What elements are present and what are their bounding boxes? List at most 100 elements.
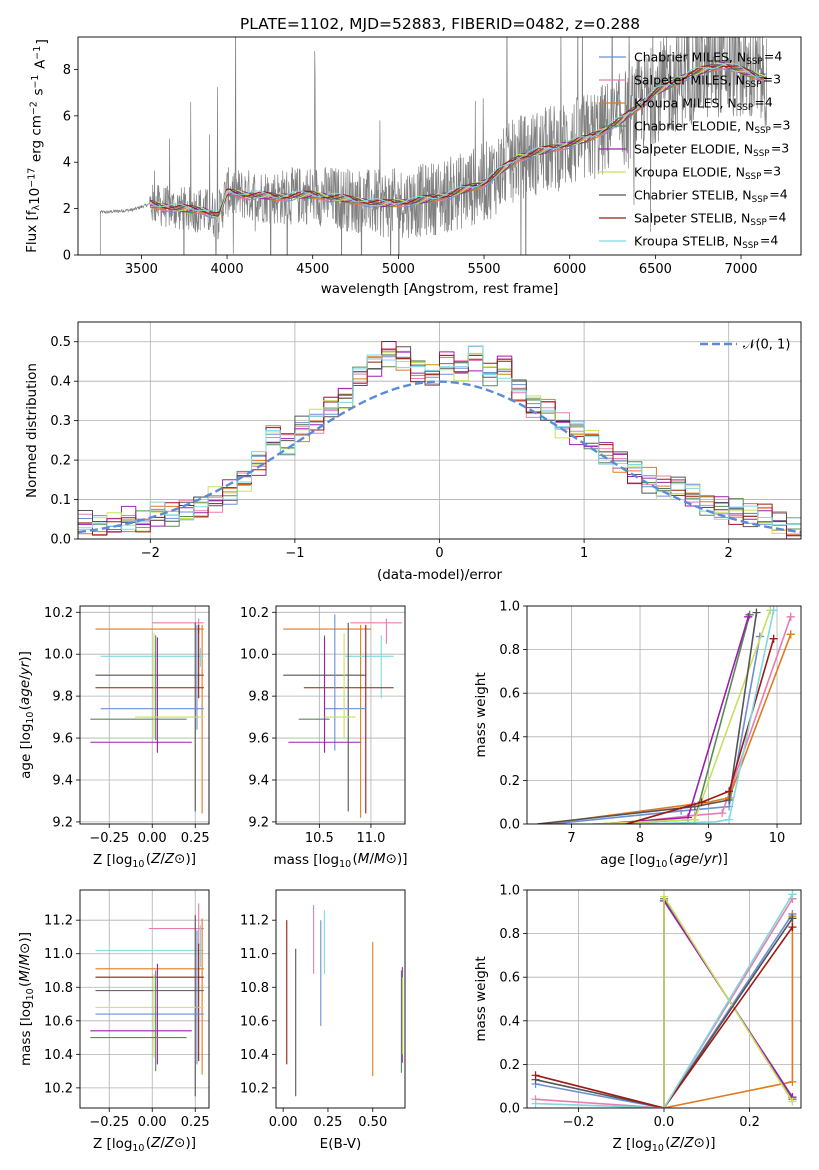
plus-marker [788, 1077, 797, 1086]
panel-age_vs_Z: −0.25 0.00 0.25 9.2 9.4 9.6 9.8 10.0 10.2 Z [log1… [17, 605, 210, 870]
histogram-series [78, 345, 801, 530]
panel-mass_vs_Z: −0.25 0.00 0.25 10.2 10.4 10.6 10.8 11.0 11.2 Z [… [17, 889, 210, 1154]
x-tick-label: 0.25 [313, 1115, 342, 1130]
axes-frame [79, 605, 210, 825]
plus-marker [769, 606, 778, 615]
y-tick-label: 10.4 [240, 1048, 269, 1063]
y-axis-label: mass [log10 (M/M⊙)] [17, 932, 36, 1066]
plus-marker [531, 1071, 540, 1080]
y-tick-label: 0.4 [499, 1014, 520, 1029]
legend-label: Salpeter ELODIE, NSSP =3 [634, 140, 789, 159]
plot-area-residuals [78, 322, 801, 539]
y-tick-label: 10.6 [44, 1014, 73, 1029]
y-tick-label: 0.2 [499, 1058, 520, 1073]
plus-marker [745, 610, 754, 619]
observed-spectrum [99, 37, 768, 255]
y-tick-label: 6 [63, 109, 71, 124]
x-tick-label: −1 [285, 546, 304, 561]
y-tick-label: 0.0 [499, 818, 520, 833]
plot-area-age_vs_mass [276, 606, 405, 824]
y-axis-label: Normed distribution [24, 363, 40, 498]
x-tick-label: 0.00 [269, 1115, 298, 1130]
y-tick-label: 1.0 [499, 884, 520, 899]
plot-area-mass_vs_Z [80, 890, 209, 1108]
x-tick-label: 5500 [467, 262, 500, 277]
x-tick-label: 6500 [639, 262, 672, 277]
plot-area-massweight_vs_Z [527, 890, 801, 1108]
weight-line [605, 614, 751, 824]
figure-title: PLATE=1102, MJD=52883, FIBERID=0482, z=0… [240, 15, 640, 33]
y-tick-label: 10.0 [44, 648, 73, 663]
plus-marker [769, 634, 778, 643]
plot-area-age_vs_Z [80, 606, 209, 824]
y-tick-label: 8 [63, 63, 71, 78]
y-tick-label: 9.4 [248, 773, 269, 788]
y-axis-label: age [log10 (age/yr)] [17, 651, 36, 779]
y-tick-label: 0.2 [499, 774, 520, 789]
y-tick-label: 0.0 [499, 1102, 520, 1117]
x-tick-label: 11.0 [356, 831, 385, 846]
x-tick-label: 0.25 [181, 831, 210, 846]
y-axis-label: Flux [fλ10−17 erg cm−2 s−1 A−1 ] [24, 39, 50, 253]
axes-frame [526, 605, 802, 825]
plot-area-spectrum [99, 37, 768, 255]
y-tick-label: 11.2 [44, 914, 73, 929]
y-tick-label: 0.2 [50, 454, 71, 469]
x-tick-label: 5000 [382, 262, 415, 277]
x-axis-label: age [log10 (age/yr)] [600, 851, 728, 870]
legend-label: Salpeter STELIB, NSSP =4 [634, 209, 787, 228]
x-tick-label: 8 [636, 831, 644, 846]
plus-marker [788, 1097, 797, 1106]
plus-marker [718, 809, 727, 818]
x-tick-label: 0 [435, 546, 443, 561]
plus-marker [788, 923, 797, 932]
y-tick-label: 10.4 [44, 1048, 73, 1063]
y-tick-label: 0.3 [50, 414, 71, 429]
x-axis-label: wavelength [Angstrom, rest frame] [321, 281, 559, 297]
weight-line [535, 893, 794, 1108]
x-tick-label: 0.00 [138, 1115, 167, 1130]
plus-marker [752, 608, 761, 617]
histogram-series [78, 346, 801, 533]
plot-area-massweight_vs_age [527, 606, 801, 824]
x-tick-label: −2 [141, 546, 160, 561]
y-tick-label: 0.1 [50, 493, 71, 508]
panel-massweight_vs_Z: −0.2 0.0 0.2 0.0 0.2 0.4 0.6 0.8 1.0 Z [log10 (Z/… [473, 884, 802, 1154]
y-tick-label: 10.2 [240, 1081, 269, 1096]
plus-marker [660, 892, 668, 901]
x-axis-label: Z [log10 (Z/Z⊙)] [93, 851, 196, 870]
y-tick-label: 0.6 [499, 971, 520, 986]
plus-marker [531, 1099, 540, 1108]
x-tick-label: 0.50 [358, 1115, 387, 1130]
x-tick-label: 10 [769, 831, 786, 846]
x-tick-label: 9 [704, 831, 712, 846]
x-axis-label: E(B-V) [320, 1136, 362, 1152]
x-tick-label: 1 [580, 546, 588, 561]
x-tick-label: 2 [725, 546, 733, 561]
y-axis-label: mass weight [473, 956, 489, 1041]
model-line [149, 62, 767, 212]
y-tick-label: 9.6 [248, 732, 269, 747]
weight-line [550, 636, 761, 824]
legend-label: Kroupa MILES, NSSP =4 [634, 94, 773, 113]
panel-massweight_vs_age: 7 8 9 10 0.0 0.2 0.4 0.6 0.8 1.0 age [log10 (age/y… [473, 600, 802, 870]
y-tick-label: 9.4 [52, 773, 73, 788]
x-axis-label: mass [log10 (M/M⊙)] [273, 851, 407, 870]
y-tick-label: 4 [63, 156, 71, 171]
y-tick-label: 10.8 [44, 981, 73, 996]
weight-line [592, 610, 771, 824]
legend-label: Kroupa STELIB, NSSP =4 [634, 232, 778, 251]
x-tick-label: −0.2 [563, 1115, 595, 1130]
y-tick-label: 2 [63, 202, 71, 217]
x-tick-label: −0.25 [89, 1115, 129, 1130]
panel-spectrum: 3500 4000 4500 5000 5500 6000 6500 7000 0 2 4 6 8 wav… [24, 36, 802, 297]
plus-marker [697, 798, 706, 807]
x-tick-label: 3500 [125, 262, 158, 277]
plus-marker [786, 630, 795, 639]
axes-frame [77, 321, 802, 540]
y-tick-label: 9.2 [52, 815, 73, 830]
plus-marker [788, 890, 797, 899]
plus-marker [725, 787, 734, 796]
x-tick-label: 7000 [724, 262, 757, 277]
legend-label: Kroupa ELODIE, NSSP =3 [634, 163, 781, 182]
